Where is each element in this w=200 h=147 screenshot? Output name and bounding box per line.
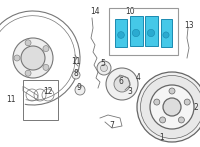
Circle shape [137, 72, 200, 142]
Text: 11: 11 [71, 57, 81, 66]
Bar [115, 19, 127, 47]
Bar [144, 16, 158, 46]
Circle shape [178, 117, 184, 123]
Circle shape [163, 98, 181, 116]
Circle shape [101, 65, 108, 71]
Bar [109, 8, 178, 55]
Circle shape [21, 46, 45, 70]
Text: 10: 10 [125, 7, 135, 16]
Circle shape [75, 85, 85, 95]
Bar [23, 80, 58, 120]
Circle shape [14, 55, 20, 61]
Circle shape [184, 99, 190, 105]
Circle shape [160, 117, 166, 123]
Text: 11: 11 [6, 96, 16, 105]
Circle shape [106, 68, 138, 100]
Circle shape [25, 70, 31, 76]
Text: 7: 7 [110, 121, 114, 130]
Bar [160, 19, 172, 47]
Text: 3: 3 [128, 87, 132, 96]
Text: 9: 9 [77, 83, 81, 92]
Circle shape [13, 38, 53, 78]
Circle shape [150, 85, 194, 129]
Text: 5: 5 [101, 59, 105, 67]
Circle shape [132, 29, 140, 37]
Circle shape [43, 46, 49, 52]
Circle shape [169, 88, 175, 94]
Text: 6: 6 [119, 77, 123, 86]
Circle shape [25, 40, 31, 46]
Text: 14: 14 [90, 7, 100, 16]
Circle shape [72, 71, 80, 79]
Text: 8: 8 [74, 69, 78, 77]
Text: 1: 1 [160, 133, 164, 142]
Circle shape [114, 76, 130, 92]
Text: 2: 2 [194, 102, 198, 112]
Circle shape [163, 32, 169, 38]
Bar [130, 16, 142, 46]
Circle shape [140, 76, 200, 138]
Text: 4: 4 [136, 72, 140, 81]
Text: 12: 12 [43, 87, 53, 96]
Circle shape [118, 32, 124, 38]
Circle shape [154, 99, 160, 105]
Circle shape [43, 64, 49, 70]
Circle shape [97, 61, 111, 75]
Circle shape [147, 29, 155, 37]
Text: 13: 13 [184, 20, 194, 30]
